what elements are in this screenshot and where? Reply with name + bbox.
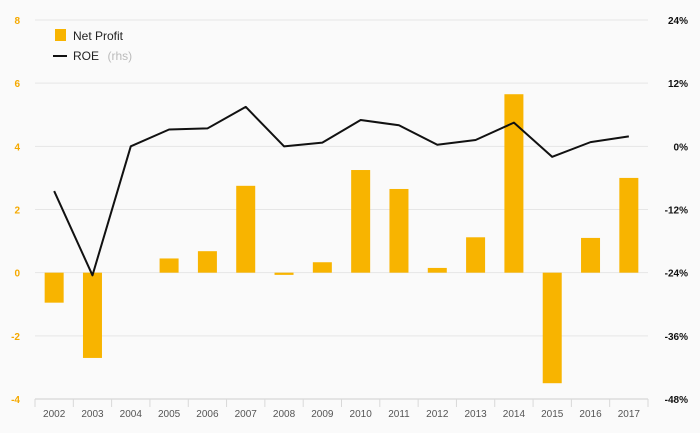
x-tick-label: 2014 — [503, 409, 526, 420]
x-tick-label: 2017 — [618, 409, 641, 420]
bar — [427, 267, 447, 273]
x-tick-label: 2003 — [81, 409, 104, 420]
bar — [312, 262, 332, 273]
bar — [274, 272, 294, 275]
bar — [581, 237, 601, 273]
right-tick-label: -12% — [665, 206, 688, 217]
right-tick-label: 12% — [668, 79, 688, 90]
x-tick-label: 2004 — [120, 409, 143, 420]
left-tick-label: -2 — [11, 332, 20, 343]
legend: Net Profit ROE (rhs) — [53, 29, 132, 64]
legend-label-net-profit: Net Profit — [73, 29, 124, 43]
left-tick-label: 4 — [14, 142, 20, 153]
x-tick-label: 2010 — [350, 409, 373, 420]
bar — [542, 272, 562, 384]
left-tick-label: 2 — [14, 206, 20, 217]
x-tick-label: 2016 — [579, 409, 602, 420]
left-tick-label: 0 — [14, 269, 20, 280]
roe-line — [53, 105, 629, 277]
left-tick-label: 8 — [14, 16, 20, 27]
legend-label-roe: ROE (rhs) — [73, 47, 132, 64]
left-tick-label: 6 — [14, 79, 20, 90]
x-tick-label: 2015 — [541, 409, 564, 420]
x-tick-label: 2013 — [464, 409, 487, 420]
x-tick-label: 2009 — [311, 409, 334, 420]
bar — [389, 188, 409, 273]
bar — [82, 272, 102, 358]
legend-swatch-net-profit — [55, 29, 66, 41]
x-tick-label: 2006 — [196, 409, 219, 420]
grid — [35, 19, 648, 400]
bar — [504, 94, 524, 273]
right-tick-label: -48% — [665, 395, 688, 406]
bar — [44, 272, 64, 303]
bar — [619, 177, 639, 273]
bar — [197, 251, 217, 273]
right-tick-label: 0% — [674, 142, 689, 153]
x-tick-label: 2002 — [43, 409, 66, 420]
bar-series — [44, 94, 639, 384]
x-tick-label: 2007 — [235, 409, 258, 420]
x-tick-label: 2011 — [388, 409, 410, 420]
bar — [351, 170, 371, 273]
axes: -4 -2 0 2 4 6 8 -48% -36% -24% -12% 0% 12% 24% 2002 200… — [11, 16, 688, 420]
bar — [466, 237, 486, 273]
right-tick-label: 24% — [668, 16, 688, 27]
bar — [159, 258, 179, 273]
x-tick-label: 2005 — [158, 409, 181, 420]
line-series — [53, 105, 629, 277]
right-tick-label: -36% — [665, 332, 688, 343]
right-tick-label: -24% — [665, 269, 688, 280]
x-tick-label: 2012 — [426, 409, 449, 420]
x-tick-label: 2008 — [273, 409, 296, 420]
bar — [236, 185, 256, 273]
left-tick-label: -4 — [11, 395, 20, 406]
